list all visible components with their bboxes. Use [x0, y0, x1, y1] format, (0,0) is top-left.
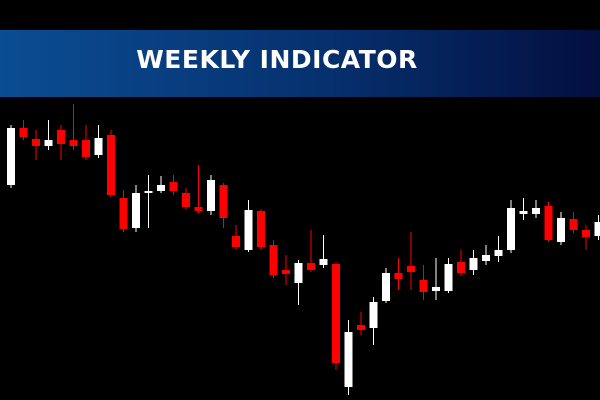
- candle-body: [269, 245, 278, 275]
- candle-body: [407, 266, 415, 272]
- candle-body: [519, 211, 528, 214]
- candle-body: [219, 185, 228, 218]
- candle-body: [482, 255, 490, 261]
- title-banner: [0, 30, 600, 97]
- candle-body: [169, 182, 178, 191]
- candle-body: [32, 139, 40, 146]
- candle-body: [469, 258, 478, 270]
- candle-body: [307, 263, 315, 270]
- candle-body: [144, 191, 153, 193]
- candle-body: [57, 130, 65, 144]
- candle-body: [282, 270, 290, 274]
- candle-body: [557, 218, 565, 242]
- candle-body: [494, 250, 503, 256]
- candle-body: [194, 207, 203, 211]
- candle-body: [419, 280, 428, 292]
- plot: [7, 104, 600, 395]
- candle-body: [457, 262, 465, 273]
- candle-body: [244, 210, 253, 250]
- candle-body: [582, 230, 590, 237]
- candle-body: [382, 273, 390, 301]
- candle-body: [569, 219, 578, 230]
- candle-body: [344, 332, 353, 387]
- candle-body: [532, 208, 540, 214]
- candle-body: [544, 206, 553, 240]
- candle-body: [394, 273, 403, 279]
- candle-body: [444, 264, 453, 291]
- candle-body: [69, 140, 78, 146]
- candle-body: [507, 208, 515, 250]
- candle-body: [319, 259, 328, 265]
- candle-body: [7, 128, 15, 185]
- candle-body: [294, 263, 303, 283]
- candle-body: [332, 264, 340, 363]
- candle-body: [132, 193, 140, 228]
- candle-body: [369, 302, 378, 328]
- candle-body: [119, 198, 128, 229]
- candle-body: [19, 128, 28, 137]
- candle-body: [107, 135, 115, 195]
- candle-body: [232, 236, 240, 247]
- candle-body: [594, 222, 600, 236]
- candle-body: [44, 140, 53, 146]
- candle-body: [357, 325, 365, 330]
- candle-body: [157, 185, 165, 191]
- candle-body: [82, 140, 90, 157]
- candle-body: [94, 138, 103, 155]
- chart-title: WEEKLY INDICATOR: [136, 45, 418, 74]
- candle-body: [257, 211, 265, 247]
- candle-body: [207, 180, 215, 211]
- candle-body: [182, 193, 190, 207]
- candle-body: [432, 287, 440, 291]
